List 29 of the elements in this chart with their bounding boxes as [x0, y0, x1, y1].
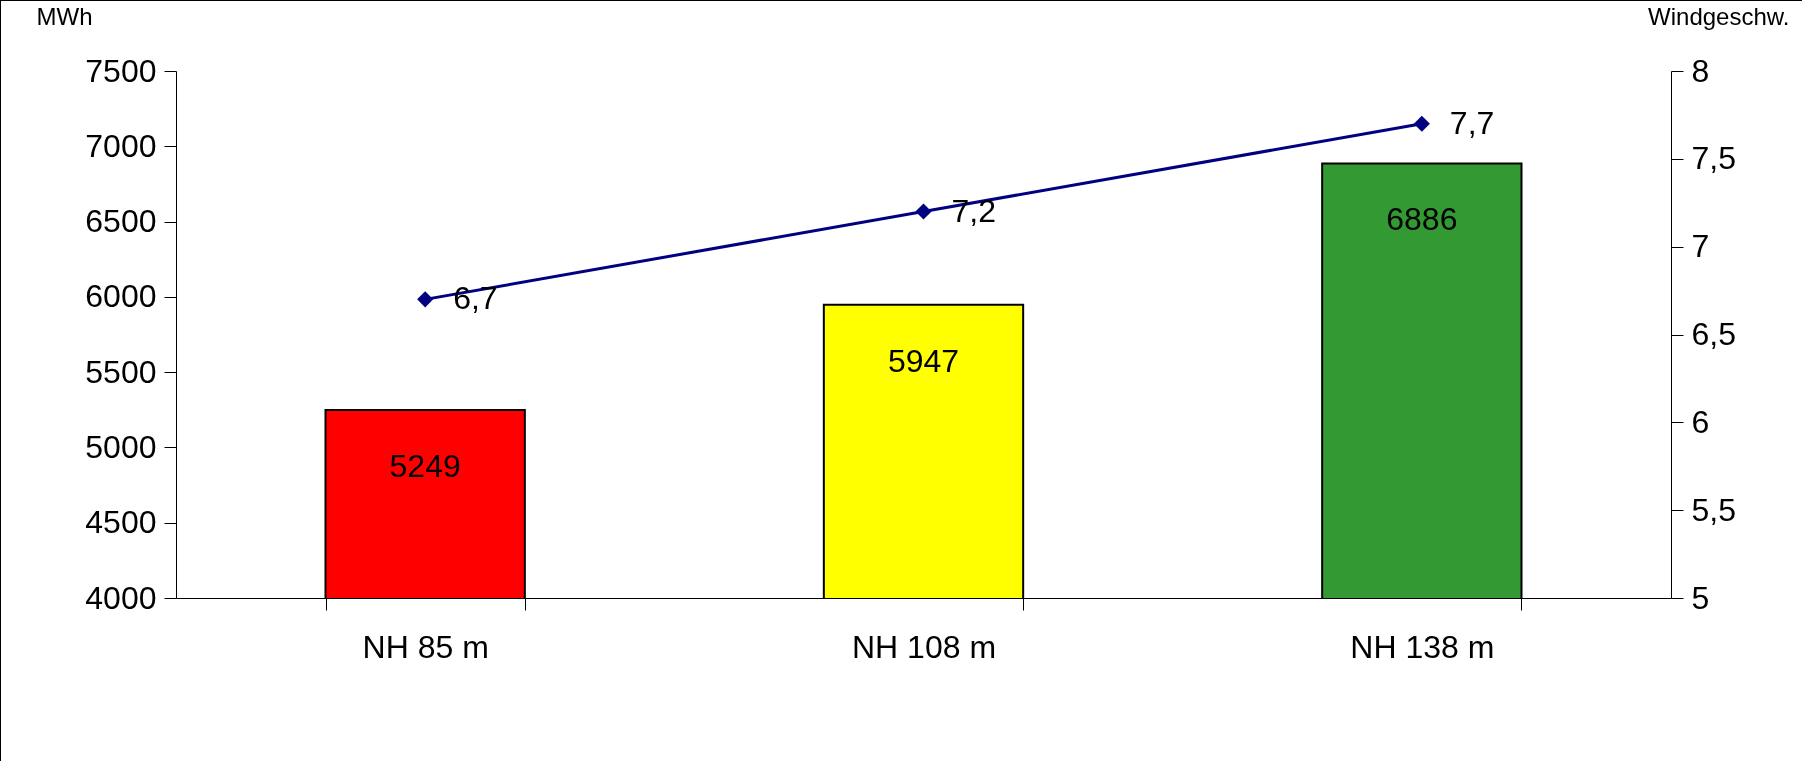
point — [417, 291, 434, 308]
y-axis-title: MWh — [36, 2, 93, 30]
data-label: 7,2 — [951, 192, 996, 229]
data-label: 5249 — [389, 447, 461, 484]
y2-tick-label: 7 — [1691, 228, 1710, 265]
y2-tick-label: 6 — [1691, 403, 1710, 440]
y-tick-label: 7000 — [85, 127, 157, 164]
y-tick-label: 6500 — [85, 203, 157, 240]
y-tick-label: 7500 — [85, 52, 157, 89]
y2-axis-title: Windgeschw. — [1648, 2, 1790, 30]
data-label: 7,7 — [1449, 104, 1495, 141]
y-tick-label: 6000 — [85, 278, 157, 315]
y-tick-label: 5000 — [85, 428, 157, 465]
data-label: 6,7 — [453, 280, 498, 317]
x-tick-label: NH 138 m — [1350, 628, 1495, 665]
y2-tick-label: 8 — [1691, 52, 1710, 89]
point — [1413, 115, 1430, 132]
y-tick-label: 4500 — [85, 504, 157, 541]
data-label: 5947 — [887, 342, 960, 379]
point — [915, 203, 932, 220]
y-tick-label: 4000 — [85, 579, 157, 616]
y2-tick-label: 5 — [1691, 579, 1710, 616]
y-tick-label: 5500 — [85, 353, 157, 390]
y2-tick-label: 6,5 — [1691, 316, 1736, 352]
data-label: 6886 — [1386, 201, 1458, 238]
x-tick-label: NH 108 m — [851, 628, 997, 665]
x-tick-label: NH 85 m — [362, 628, 489, 665]
y2-tick-label: 5,5 — [1691, 491, 1736, 528]
y2-tick-label: 7,5 — [1691, 140, 1736, 177]
